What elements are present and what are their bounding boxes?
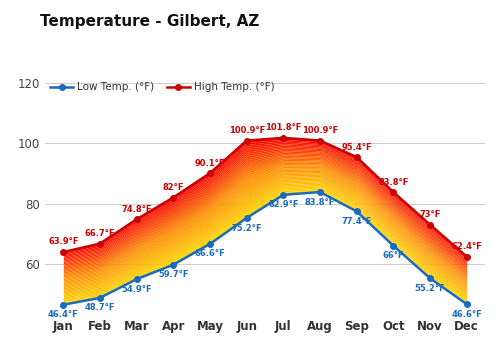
Text: 54.9°F: 54.9°F: [122, 285, 152, 294]
High Temp. (°F): [97, 241, 103, 246]
Low Temp. (°F): [134, 277, 140, 281]
High Temp. (°F): [427, 223, 433, 227]
Low Temp. (°F): [280, 193, 286, 197]
Text: 63.9°F: 63.9°F: [48, 238, 78, 246]
Text: 62.4°F: 62.4°F: [452, 242, 482, 251]
High Temp. (°F): [244, 139, 250, 143]
High Temp. (°F): [134, 217, 140, 221]
Low Temp. (°F): [97, 296, 103, 300]
Text: 100.9°F: 100.9°F: [302, 126, 338, 135]
Low Temp. (°F): [354, 209, 360, 214]
Low Temp. (°F): [427, 276, 433, 280]
Line: Low Temp. (°F): Low Temp. (°F): [60, 189, 470, 308]
High Temp. (°F): [464, 254, 469, 259]
Text: 46.6°F: 46.6°F: [452, 310, 482, 319]
Text: 75.2°F: 75.2°F: [232, 224, 262, 232]
Legend: Low Temp. (°F), High Temp. (°F): Low Temp. (°F), High Temp. (°F): [50, 82, 274, 92]
Low Temp. (°F): [317, 190, 323, 194]
Text: 73°F: 73°F: [420, 210, 440, 219]
Text: 101.8°F: 101.8°F: [265, 123, 302, 132]
Text: 74.8°F: 74.8°F: [122, 205, 152, 214]
Text: 55.2°F: 55.2°F: [414, 284, 446, 293]
Text: 77.4°F: 77.4°F: [342, 217, 372, 226]
High Temp. (°F): [354, 155, 360, 159]
Low Temp. (°F): [244, 216, 250, 220]
Text: 66°F: 66°F: [382, 251, 404, 260]
High Temp. (°F): [280, 136, 286, 140]
High Temp. (°F): [207, 171, 213, 175]
Low Temp. (°F): [207, 242, 213, 246]
Text: Temperature - Gilbert, AZ: Temperature - Gilbert, AZ: [40, 14, 260, 29]
High Temp. (°F): [170, 195, 176, 199]
Text: 82.9°F: 82.9°F: [268, 200, 298, 209]
Low Temp. (°F): [390, 244, 396, 248]
Low Temp. (°F): [60, 303, 66, 307]
Text: 90.1°F: 90.1°F: [195, 159, 225, 168]
Text: 82°F: 82°F: [162, 183, 184, 192]
Low Temp. (°F): [464, 302, 469, 306]
Line: High Temp. (°F): High Temp. (°F): [60, 135, 470, 259]
Text: 48.7°F: 48.7°F: [85, 303, 115, 313]
High Temp. (°F): [317, 139, 323, 143]
Low Temp. (°F): [170, 262, 176, 267]
High Temp. (°F): [60, 250, 66, 254]
Text: 95.4°F: 95.4°F: [342, 142, 372, 152]
Text: 100.9°F: 100.9°F: [228, 126, 265, 135]
Text: 83.8°F: 83.8°F: [378, 177, 408, 187]
Text: 46.4°F: 46.4°F: [48, 310, 78, 319]
Text: 83.8°F: 83.8°F: [305, 198, 335, 206]
High Temp. (°F): [390, 190, 396, 194]
Text: 66.6°F: 66.6°F: [194, 250, 226, 258]
Text: 59.7°F: 59.7°F: [158, 270, 188, 279]
Text: 66.7°F: 66.7°F: [84, 229, 116, 238]
